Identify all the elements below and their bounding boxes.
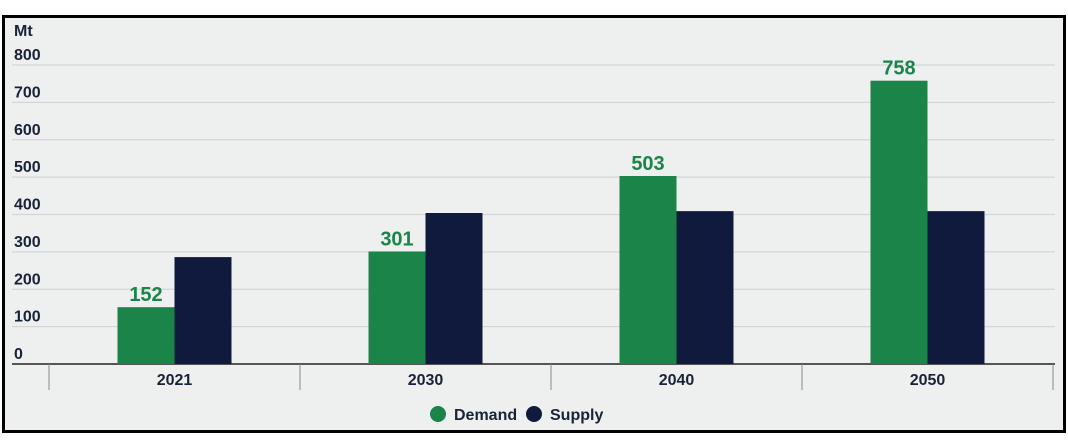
y-tick-label: 100 bbox=[14, 309, 41, 326]
data-label: 758 bbox=[882, 58, 915, 80]
bar-supply bbox=[174, 257, 232, 364]
x-tick-label: 2021 bbox=[157, 372, 193, 389]
data-label: 301 bbox=[380, 229, 413, 251]
x-tick-label: 2050 bbox=[910, 372, 946, 389]
legend-label-supply: Supply bbox=[550, 407, 603, 424]
bar-supply bbox=[425, 213, 483, 364]
y-tick-label: 800 bbox=[14, 47, 41, 64]
y-tick-label: 400 bbox=[14, 197, 41, 214]
y-tick-label: 600 bbox=[14, 122, 41, 139]
bar-supply bbox=[676, 211, 734, 364]
y-tick-label: 0 bbox=[14, 346, 23, 363]
y-tick-label: 500 bbox=[14, 159, 41, 176]
legend-label-demand: Demand bbox=[454, 407, 517, 424]
legend-marker-demand bbox=[430, 406, 446, 422]
y-tick-label: 300 bbox=[14, 234, 41, 251]
bar-demand bbox=[117, 307, 175, 364]
bar-demand bbox=[368, 251, 426, 364]
data-label: 152 bbox=[129, 284, 162, 306]
bar-demand bbox=[870, 80, 928, 364]
y-tick-label: 200 bbox=[14, 271, 41, 288]
data-label: 503 bbox=[631, 153, 664, 175]
x-tick-label: 2040 bbox=[659, 372, 695, 389]
y-axis-label: Mt bbox=[14, 23, 33, 40]
legend-marker-supply bbox=[526, 406, 542, 422]
bar-demand bbox=[619, 176, 677, 364]
bar-supply bbox=[927, 211, 985, 364]
y-tick-label: 700 bbox=[14, 84, 41, 101]
x-tick-label: 2030 bbox=[408, 372, 444, 389]
